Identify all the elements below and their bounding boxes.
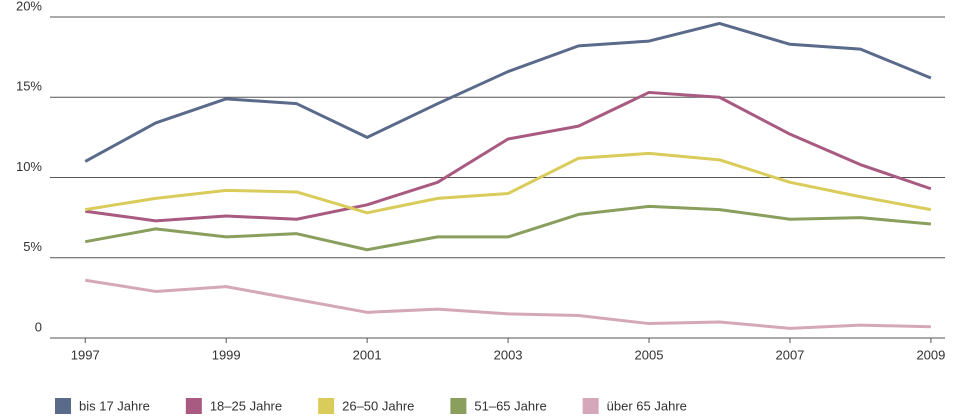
line-series [85,151,932,215]
y-tick-label: 0 [35,319,42,334]
y-tick-label: 5% [23,239,42,254]
x-tick-label: 1997 [71,347,100,362]
legend-swatch [450,398,467,414]
x-tick-label: 2005 [635,347,664,362]
y-tick-label: 10% [16,159,42,174]
legend-swatch [185,398,202,414]
line-series [85,278,931,330]
line-series [84,204,932,252]
x-tick-label: 2009 [916,347,945,362]
x-tick-label: 2007 [775,347,804,362]
line-series [85,90,932,223]
legend-swatch [55,398,71,414]
y-tick-label: 15% [16,79,42,94]
x-tick-label: 2001 [353,347,382,362]
legend-label: 26–50 Jahre [342,398,414,413]
legend-label: über 65 Jahre [607,398,687,413]
legend-swatch [318,398,335,414]
x-tick-label: 2003 [494,347,523,362]
x-tick-label: 1999 [212,347,241,362]
line-series [84,21,932,163]
legend-swatch [582,398,599,414]
legend-label: 18–25 Jahre [210,398,282,413]
legend-label: bis 17 Jahre [79,398,150,413]
legend-label: 51–65 Jahre [474,398,546,413]
y-tick-label: 20% [16,0,42,13]
